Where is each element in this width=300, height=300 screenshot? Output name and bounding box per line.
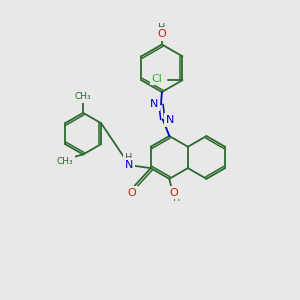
Text: N: N — [124, 160, 133, 170]
Text: H: H — [173, 193, 180, 203]
Text: N: N — [166, 115, 174, 125]
Text: O: O — [128, 188, 136, 197]
Text: H: H — [158, 22, 166, 32]
Text: O: O — [169, 188, 178, 198]
Text: Cl: Cl — [152, 74, 163, 84]
Text: CH₃: CH₃ — [57, 157, 74, 166]
Text: H: H — [125, 153, 133, 163]
Text: O: O — [158, 29, 166, 39]
Text: N: N — [150, 99, 158, 109]
Text: CH₃: CH₃ — [75, 92, 92, 101]
